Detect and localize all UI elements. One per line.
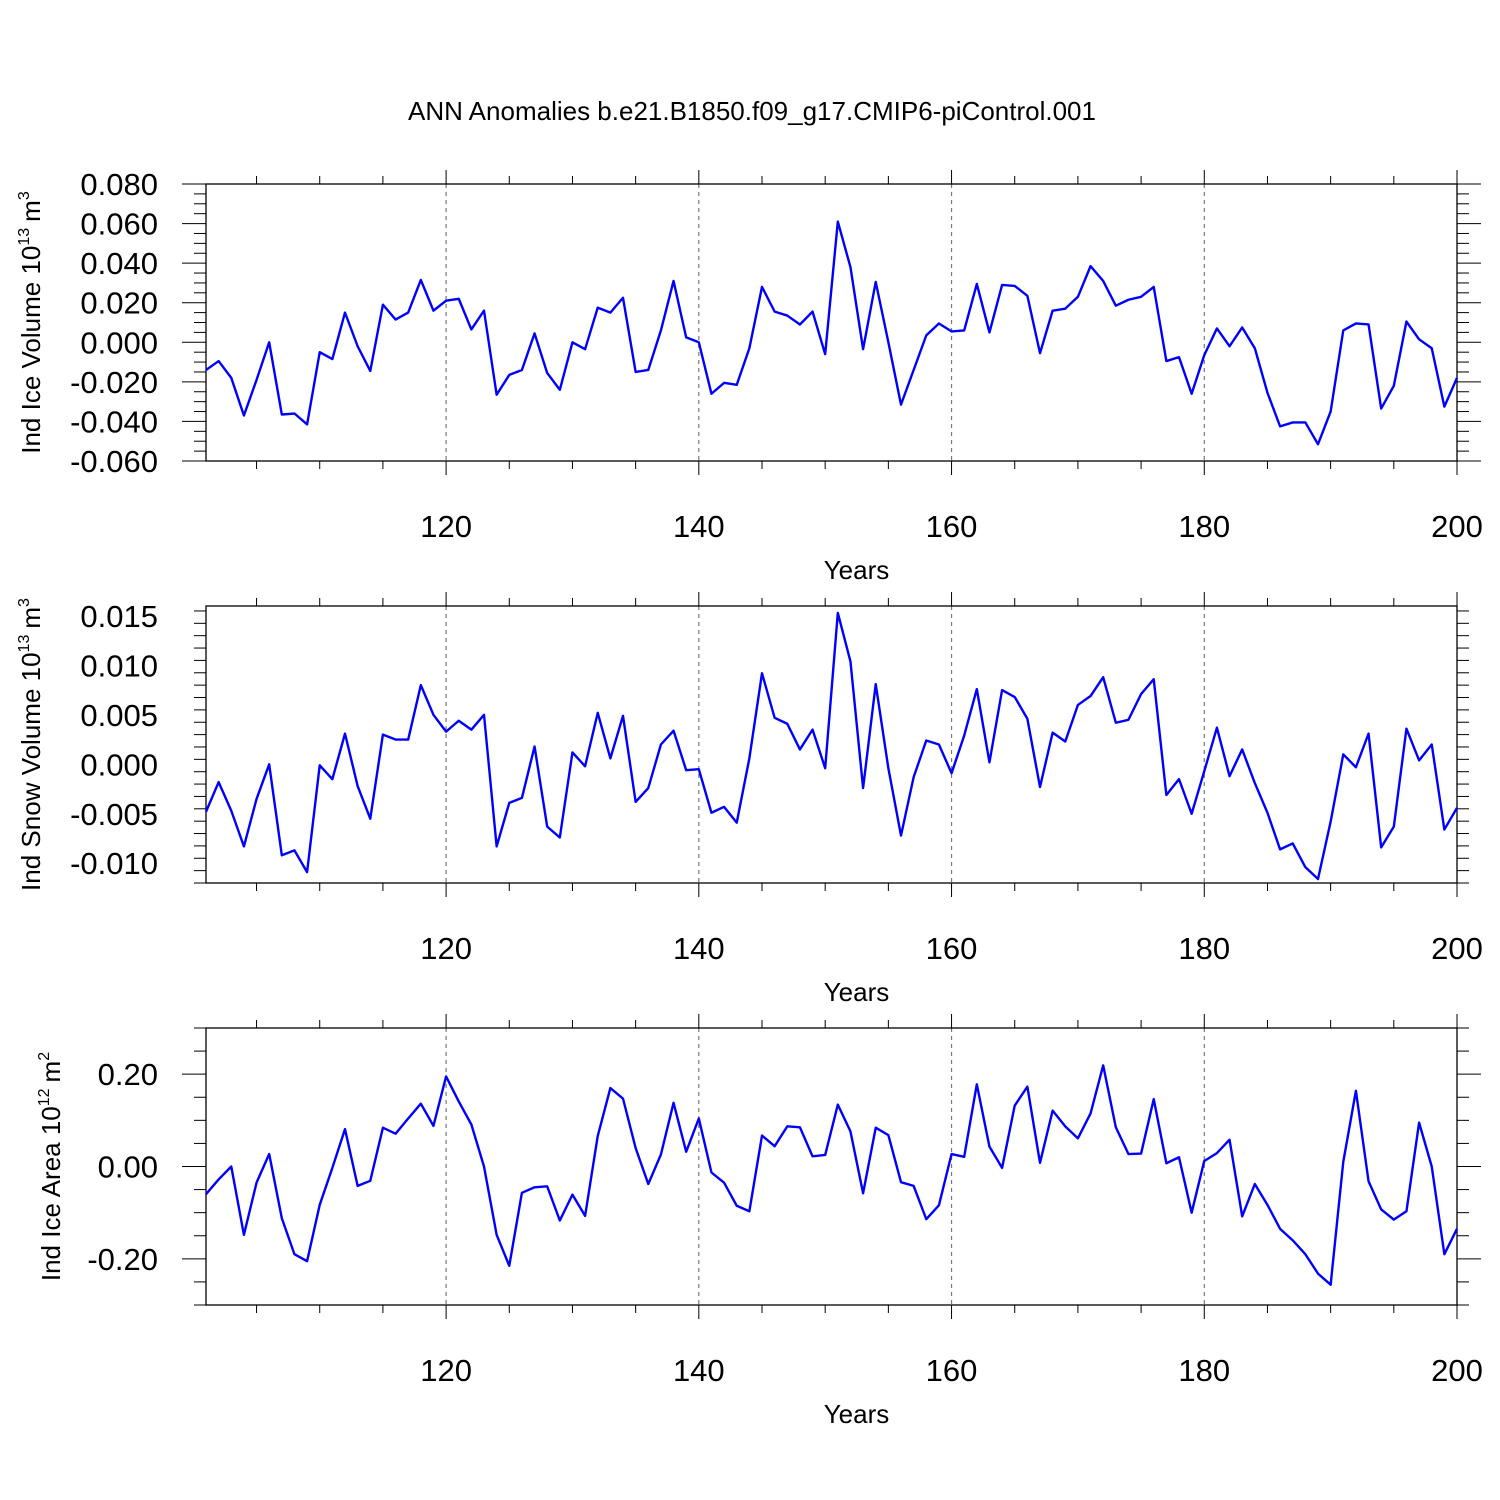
- series-line: [204, 611, 1459, 881]
- series-line: [205, 220, 1459, 446]
- x-axis-label: Years: [824, 555, 890, 585]
- y-axis-label-exponent: 13: [16, 228, 33, 246]
- y-tick-label: 0.040: [80, 246, 158, 281]
- y-axis-label-exponent: 12: [36, 1088, 53, 1106]
- y-axis-label-exponent: 13: [16, 635, 33, 653]
- y-axis-label-base: Ind Ice Volume 10: [16, 246, 46, 454]
- x-tick-label: 140: [673, 509, 725, 544]
- x-tick-label: 180: [1178, 509, 1230, 544]
- x-tick-label: 120: [420, 509, 472, 544]
- y-tick-label: 0.005: [80, 698, 158, 733]
- y-tick-label: 0.020: [80, 286, 158, 321]
- y-axis-label-unit-exponent: 3: [16, 598, 33, 607]
- y-tick-label: 0.080: [80, 167, 158, 202]
- y-tick-label: 0.20: [98, 1057, 158, 1092]
- x-tick-label: 160: [926, 509, 978, 544]
- y-tick-label: -0.005: [70, 797, 158, 832]
- y-tick-label: -0.010: [70, 846, 158, 881]
- y-tick-label: -0.020: [70, 365, 158, 400]
- y-axis-label-unit: m: [16, 607, 46, 629]
- y-tick-label: 0.000: [80, 325, 158, 360]
- y-axis-label-unit-exponent: 2: [36, 1052, 53, 1061]
- y-tick-label: 0.000: [80, 747, 158, 782]
- y-axis-label-unit: m: [16, 200, 46, 222]
- x-tick-label: 200: [1431, 931, 1483, 966]
- y-axis-label: Ind Snow Volume 1013 m3: [16, 598, 46, 891]
- y-tick-label: -0.060: [70, 444, 158, 479]
- x-axis-label: Years: [824, 977, 890, 1007]
- series-line: [205, 1064, 1459, 1286]
- x-tick-label: 120: [420, 931, 472, 966]
- x-tick-label: 140: [673, 931, 725, 966]
- x-tick-label: 200: [1431, 1353, 1483, 1388]
- y-tick-label: -0.20: [87, 1242, 158, 1277]
- chart-panel-3: -0.20 0.00 0.20 120 140 160 180 200 Years Ind Ice…: [36, 1014, 1483, 1429]
- x-tick-label: 120: [420, 1353, 472, 1388]
- plot-frame: [205, 605, 1458, 884]
- x-tick-label: 140: [673, 1353, 725, 1388]
- y-tick-label: 0.00: [98, 1150, 158, 1185]
- y-tick-label: 0.060: [80, 207, 158, 242]
- y-tick-label: 0.010: [80, 648, 158, 683]
- chart-panel-2: -0.010 -0.005 0.000 0.005 0.010 0.015 120 140 16…: [16, 592, 1483, 1007]
- y-tick-label: -0.040: [70, 404, 158, 439]
- x-tick-label: 200: [1431, 509, 1483, 544]
- y-axis-label-base: Ind Snow Volume 10: [16, 652, 46, 891]
- y-axis-label-unit: m: [36, 1061, 66, 1083]
- y-axis-label: Ind Ice Volume 1013 m3: [16, 191, 46, 454]
- y-axis-label: Ind Ice Area 1012 m2: [36, 1052, 66, 1281]
- x-tick-label: 180: [1178, 931, 1230, 966]
- panels: -0.060 -0.040 -0.020 0.000 0.020 0.040 0.060 0.…: [16, 167, 1483, 1429]
- y-axis-label-unit-exponent: 3: [16, 191, 33, 200]
- chart-panel-1: -0.060 -0.040 -0.020 0.000 0.020 0.040 0.060 0.…: [16, 167, 1483, 585]
- y-tick-label: 0.015: [80, 599, 158, 634]
- x-tick-label: 180: [1178, 1353, 1230, 1388]
- x-axis-label: Years: [824, 1399, 890, 1429]
- x-tick-label: 160: [926, 931, 978, 966]
- x-tick-label: 160: [926, 1353, 978, 1388]
- y-axis-label-base: Ind Ice Area 10: [36, 1106, 66, 1281]
- figure-title: ANN Anomalies b.e21.B1850.f09_g17.CMIP6-…: [408, 96, 1096, 126]
